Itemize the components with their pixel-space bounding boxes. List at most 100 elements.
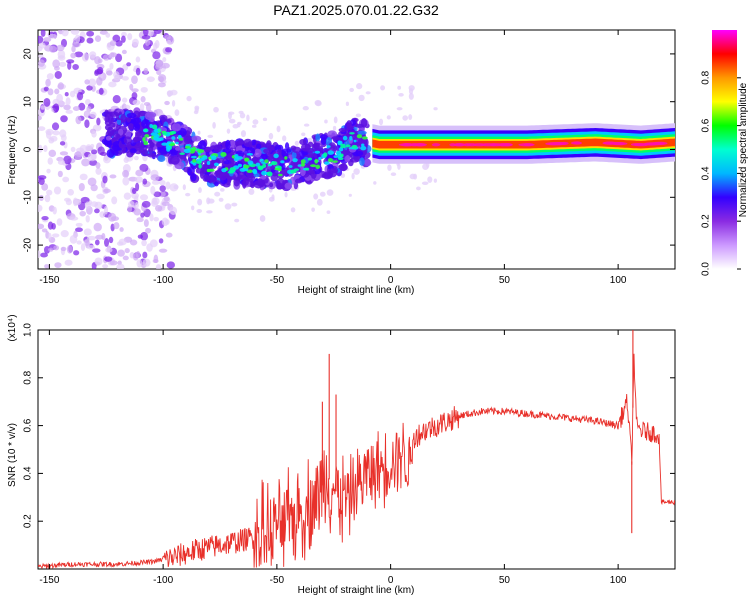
peak-blob (453, 143, 465, 147)
core-blob (274, 167, 281, 171)
noise-blob (134, 176, 144, 184)
noise-blob (86, 85, 93, 91)
band-blob (132, 117, 142, 124)
noise-blob (165, 47, 173, 53)
band-blob (141, 118, 151, 129)
core-blob (259, 158, 264, 162)
noise-blob (152, 51, 161, 60)
noise-blob (421, 181, 429, 186)
noise-blob (96, 77, 103, 86)
core-blob (233, 157, 239, 162)
noise-blob (74, 34, 81, 44)
noise-blob (81, 52, 89, 62)
noise-blob (166, 90, 174, 97)
core-blob (307, 157, 312, 161)
noise-blob (326, 189, 334, 196)
core-blob (273, 153, 279, 159)
core-blob (155, 134, 160, 139)
core-blob (326, 145, 331, 148)
noise-blob (162, 57, 167, 63)
noise-blob (51, 122, 60, 131)
noise-blob (356, 83, 363, 90)
noise-blob (43, 245, 51, 254)
noise-blob (38, 175, 47, 180)
noise-blob (164, 35, 172, 40)
noise-blob (56, 93, 63, 103)
core-blob (149, 124, 153, 128)
top-y-tick-label: 10 (23, 96, 34, 108)
band-blob (115, 133, 121, 139)
band-blob (108, 115, 114, 125)
noise-blob (319, 191, 326, 197)
noise-blob (427, 176, 433, 183)
noise-blob (332, 125, 337, 131)
core-blob (189, 149, 195, 154)
band-blob (133, 136, 139, 143)
noise-blob (47, 88, 54, 96)
noise-blob (95, 162, 101, 169)
noise-blob (137, 234, 143, 239)
band-blob (227, 174, 232, 183)
band-blob (338, 127, 347, 133)
bottom-y-tick-label: 0.6 (23, 418, 34, 432)
band-blob (214, 181, 219, 187)
noise-blob (158, 248, 168, 253)
noise-blob (151, 180, 160, 185)
noise-blob (83, 228, 92, 236)
band-blob (191, 135, 202, 142)
core-blob (351, 144, 358, 149)
noise-blob (251, 124, 257, 128)
core-blob (290, 169, 297, 174)
core-blob (338, 147, 344, 152)
bottom-y-axis: 0.2 0.4 0.6 0.8 1.0 (23, 323, 675, 528)
noise-blob (47, 232, 52, 241)
noise-blob (112, 95, 121, 104)
noise-blob (48, 149, 57, 158)
bottom-y-axis-label: SNR (10 * v/v) (7, 423, 18, 487)
core-blob (221, 168, 227, 173)
noise-blob (135, 67, 141, 76)
band-blob (327, 130, 338, 138)
peak-blob (602, 141, 618, 145)
noise-blob (155, 63, 163, 70)
noise-blob (96, 117, 101, 126)
band-blob (148, 146, 154, 154)
core-blob (353, 139, 357, 143)
noise-blob (290, 207, 296, 213)
core-blob (198, 155, 202, 159)
noise-blob (301, 132, 306, 137)
band-blob (268, 182, 274, 188)
noise-blob (76, 240, 82, 245)
noise-blob (63, 155, 72, 165)
noise-blob (365, 91, 371, 95)
band-blob (364, 158, 372, 167)
noise-blob (65, 97, 71, 106)
noise-blob (119, 227, 124, 232)
noise-blob (140, 96, 146, 103)
noise-blob (140, 86, 148, 93)
peak-blob (634, 143, 649, 147)
noise-blob (48, 45, 57, 53)
noise-blob (51, 223, 56, 230)
bottom-y-tick-label: 0.4 (23, 466, 34, 480)
core-blob (300, 163, 306, 167)
band-blob (315, 133, 321, 142)
core-blob (243, 164, 250, 169)
noise-blob (174, 109, 180, 117)
noise-blob (38, 35, 44, 44)
band-blob (281, 148, 289, 158)
top-x-tick-label: 50 (499, 275, 511, 286)
band-blob (344, 154, 351, 163)
noise-blob (122, 255, 129, 261)
noise-blob (355, 113, 362, 118)
noise-blob (380, 85, 386, 91)
noise-blob (46, 189, 53, 196)
noise-blob (106, 70, 113, 76)
noise-blob (94, 239, 100, 246)
band-blob (255, 143, 262, 149)
noise-blob (141, 239, 147, 247)
noise-blob (48, 33, 58, 39)
noise-blob (302, 106, 309, 111)
noise-blob (76, 91, 84, 101)
band-blob (328, 168, 338, 178)
